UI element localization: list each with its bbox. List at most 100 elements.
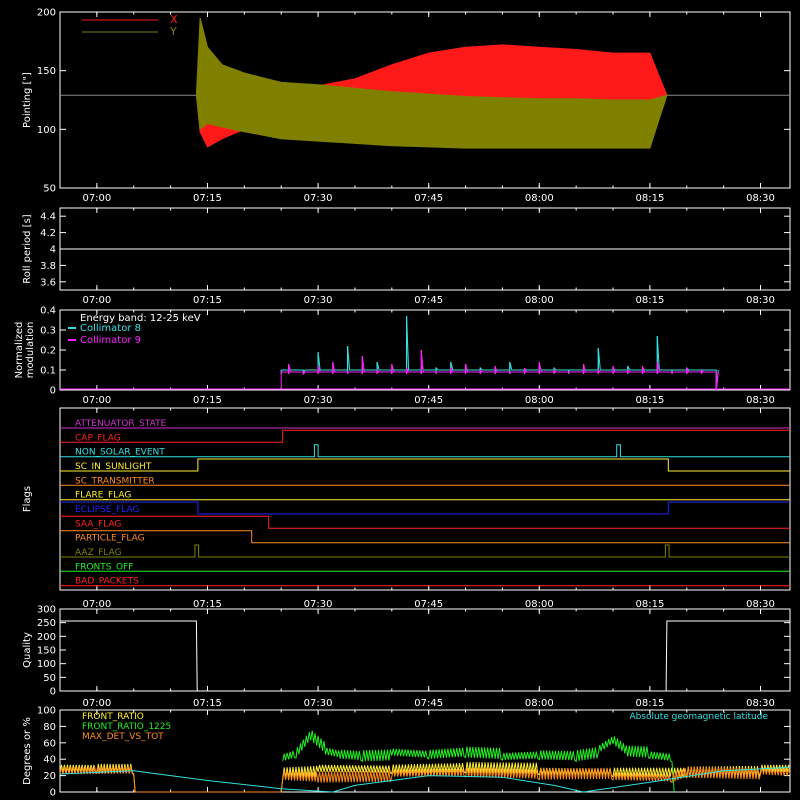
y-tick-label: 200 (37, 632, 56, 643)
flag-label-eclipse-flag: ECLIPSE_FLAG (75, 505, 139, 515)
y-tick-label: 100 (37, 125, 56, 136)
x-tick-label: 08:30 (746, 599, 775, 610)
y-axis-label: Roll period [s] (22, 214, 33, 283)
x-tick-label: 08:30 (746, 698, 775, 709)
flag-label-aaz-flag: AAZ_FLAG (75, 548, 122, 558)
flag-line-cap-flag (60, 429, 790, 443)
legend-label-y: Y (169, 25, 177, 38)
y-tick-label: 40 (43, 755, 56, 766)
flag-line-saa-flag (60, 515, 790, 529)
x-tick-label: 07:15 (193, 395, 222, 406)
x-tick-label: 07:15 (193, 698, 222, 709)
y-tick-label: 0 (50, 386, 56, 397)
legend-label-front-ratio-1225: FRONT_RATIO_1225 (82, 722, 171, 732)
y-tick-label: 0.4 (40, 306, 56, 317)
y-tick-label: 4.2 (40, 228, 56, 239)
panels: 07:00 07:15 07:30 07:45 08:00 08:15 08:30 50 100… (14, 8, 791, 799)
panel-frame (59, 407, 791, 591)
y-tick-label: 80 (43, 722, 56, 733)
flag-label-particle-flag: PARTICLE_FLAG (75, 534, 145, 544)
x-tick-label: 07:15 (193, 599, 222, 610)
flag-line-non-solar-event (60, 444, 790, 458)
x-tick-label: 07:45 (414, 395, 443, 406)
panel-6: 0 20 40 60 80 100 Degrees or % FRONT_RATIOFRONT… (22, 706, 791, 799)
y-axis-label: Pointing ["] (22, 72, 33, 128)
flag-label-flare-flag: FLARE_FLAG (75, 491, 131, 501)
y-tick-label: 4.4 (40, 212, 56, 223)
y-tick-label: 50 (43, 184, 56, 195)
y-tick-label: 20 (43, 771, 56, 782)
legend-label: Collimator 9 (80, 335, 141, 346)
series-line-front-ratio-1225 (282, 730, 675, 793)
flag-label-non-solar-event: NON_SOLAR_EVENT (75, 448, 165, 458)
flag-label-bad-packets: BAD_PACKETS (75, 577, 139, 587)
flag-line-particle-flag (60, 530, 790, 544)
y-axis-label: Normalizedmodulation (14, 322, 36, 379)
legend-label-max-det-vs-tot: MAX_DET_VS_TOT (82, 732, 164, 742)
x-tick-label: 07:00 (82, 599, 111, 610)
y-tick-label: 3.6 (40, 277, 56, 288)
x-tick-label: 08:30 (746, 295, 775, 306)
series-band-y (195, 17, 668, 149)
x-tick-label: 07:45 (414, 698, 443, 709)
y-tick-label: 250 (37, 618, 56, 629)
x-tick-label: 08:30 (746, 395, 775, 406)
legend-label: Collimator 8 (80, 323, 141, 334)
panel-5: 07:00 07:15 07:30 07:45 08:00 08:15 08:30 0 50 10… (22, 605, 791, 709)
latitude-annotation: Absolute geomagnetic latitude (629, 712, 768, 722)
x-tick-label: 07:30 (304, 395, 333, 406)
x-tick-label: 07:00 (82, 193, 111, 204)
y-tick-label: 150 (37, 66, 56, 77)
legend-label-front-ratio: FRONT_RATIO (82, 712, 144, 722)
y-tick-label: 100 (37, 706, 56, 717)
quality-line (60, 620, 790, 692)
y-axis-label-line: modulation (25, 322, 36, 379)
x-tick-label: 08:00 (525, 599, 554, 610)
flag-label-sc-transmitter: SC_TRANSMITTER (75, 476, 155, 486)
flag-label-attenuator-state: ATTENUATOR_STATE (75, 419, 167, 429)
energy-band-annotation: Energy band: 12-25 keV (80, 313, 201, 324)
x-tick-label: 08:00 (525, 698, 554, 709)
panel-4: 07:00 07:15 07:30 07:45 08:00 08:15 08:30 Flags… (22, 407, 791, 610)
y-tick-label: 60 (43, 738, 56, 749)
x-tick-label: 08:00 (525, 295, 554, 306)
x-tick-label: 08:30 (746, 193, 775, 204)
x-tick-label: 08:00 (525, 193, 554, 204)
panel-frame (59, 709, 791, 793)
x-tick-label: 07:45 (414, 599, 443, 610)
y-tick-label: 0.1 (40, 366, 56, 377)
y-tick-label: 0.2 (40, 346, 56, 357)
series-line-absolute-geomagnetic-latitude (59, 766, 791, 793)
panel-1: 07:00 07:15 07:30 07:45 08:00 08:15 08:30 50 100… (22, 8, 791, 204)
x-tick-label: 07:30 (304, 698, 333, 709)
x-tick-label: 07:00 (82, 395, 111, 406)
legend-label-x: X (170, 13, 178, 26)
x-tick-label: 07:15 (193, 193, 222, 204)
x-tick-label: 08:15 (635, 395, 664, 406)
x-tick-label: 07:00 (82, 295, 111, 306)
panel-frame (59, 11, 791, 189)
x-tick-label: 07:45 (414, 295, 443, 306)
x-tick-label: 07:30 (304, 599, 333, 610)
y-axis-label-line: Normalized (14, 322, 25, 379)
x-tick-label: 08:15 (635, 698, 664, 709)
x-tick-label: 08:15 (635, 599, 664, 610)
flag-line-eclipse-flag (60, 501, 790, 515)
x-tick-label: 07:45 (414, 193, 443, 204)
y-axis-label: Degrees or % (22, 717, 33, 785)
flag-label-cap-flag: CAP_FLAG (75, 433, 121, 443)
y-tick-label: 0 (50, 788, 56, 799)
flag-line-aaz-flag (60, 544, 790, 558)
x-tick-label: 07:30 (304, 295, 333, 306)
y-tick-label: 3.8 (40, 261, 56, 272)
x-tick-label: 08:15 (635, 295, 664, 306)
y-tick-label: 0.3 (40, 326, 56, 337)
x-tick-label: 07:00 (82, 698, 111, 709)
flag-label-saa-flag: SAA_FLAG (75, 519, 121, 529)
y-axis-label: Quality (22, 632, 33, 668)
y-tick-label: 200 (37, 8, 56, 19)
y-tick-label: 50 (43, 673, 56, 684)
x-tick-label: 08:00 (525, 395, 554, 406)
flag-line-sc-in-sunlight (60, 458, 790, 472)
